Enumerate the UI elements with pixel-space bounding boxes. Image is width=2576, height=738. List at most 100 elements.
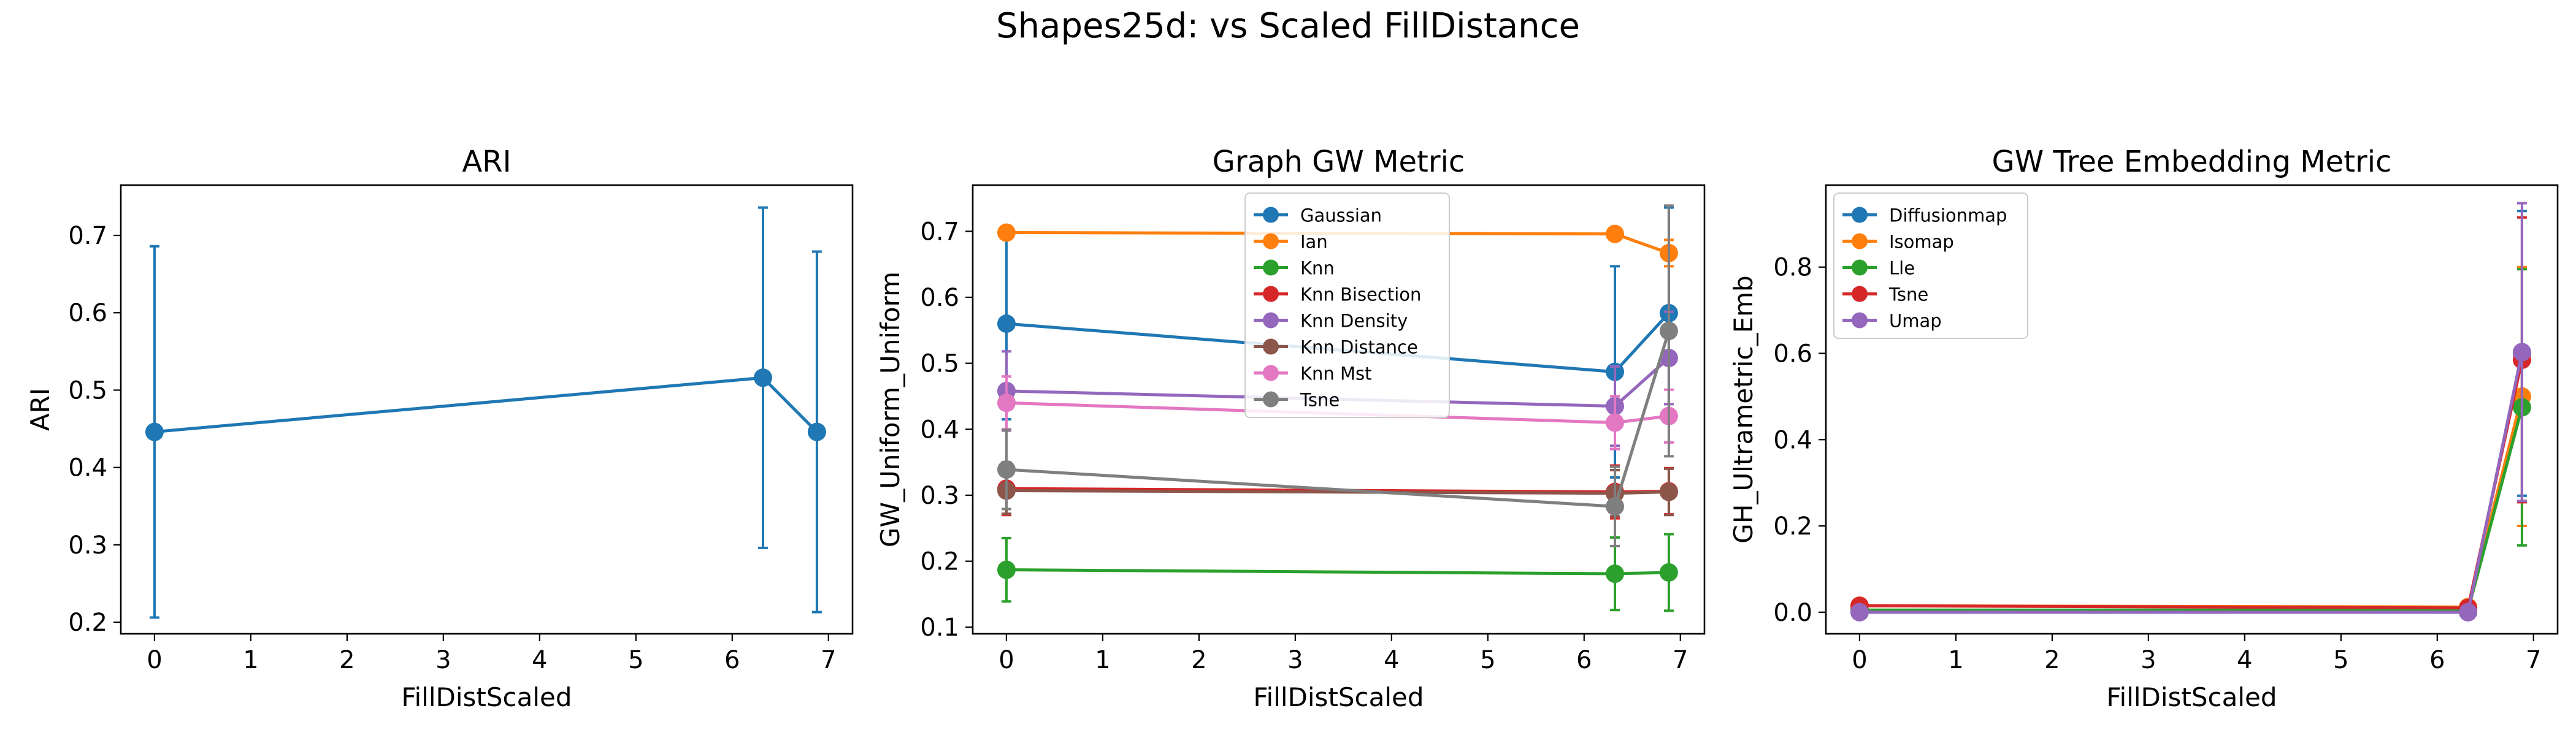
chart-title: ARI xyxy=(462,145,511,179)
x-tick-label: 0 xyxy=(147,646,162,674)
plot-frame xyxy=(972,184,1706,635)
legend-item: Knn xyxy=(1254,258,1335,279)
data-point xyxy=(997,394,1016,413)
x-tick-label: 6 xyxy=(2429,646,2445,674)
y-tick-label: 0.7 xyxy=(68,222,107,250)
series-line xyxy=(1859,351,2524,614)
x-tick-label: 4 xyxy=(532,646,547,674)
data-point xyxy=(2459,603,2478,622)
y-tick-label: 0.7 xyxy=(920,218,959,246)
data-point xyxy=(997,460,1016,479)
data-point xyxy=(997,560,1016,579)
series-knn-mst xyxy=(997,375,1678,451)
data-point xyxy=(997,223,1016,242)
y-tick-label: 0.6 xyxy=(920,284,959,312)
legend-label: Tsne xyxy=(1888,284,1928,305)
x-tick-label: 3 xyxy=(1287,646,1303,674)
y-tick-label: 0.1 xyxy=(920,614,959,642)
legend-label: Knn Bisection xyxy=(1300,284,1421,305)
legend-label: Tsne xyxy=(1300,390,1340,411)
x-tick-label: 0 xyxy=(999,646,1014,674)
data-point xyxy=(1606,413,1625,432)
legend-item: Ian xyxy=(1254,232,1328,253)
chart-title: Graph GW Metric xyxy=(1213,145,1465,179)
x-tick-label: 5 xyxy=(2333,646,2348,674)
y-tick-label: 0.5 xyxy=(920,350,959,378)
legend-swatch-marker xyxy=(1263,365,1279,381)
x-axis-label: FillDistScaled xyxy=(2106,682,2277,712)
x-axis-label: FillDistScaled xyxy=(401,682,572,712)
legend-label: Knn xyxy=(1300,258,1335,279)
legend-swatch-marker xyxy=(1263,286,1279,302)
legend-item: Diffusionmap xyxy=(1842,205,2007,226)
x-tick-label: 1 xyxy=(1095,646,1110,674)
y-tick-label: 0.6 xyxy=(1773,340,1812,368)
y-tick-label: 0.3 xyxy=(920,482,959,510)
x-tick-label: 4 xyxy=(1384,646,1399,674)
legend-swatch-marker xyxy=(1852,233,1868,249)
chart-panel-3: GW Tree Embedding Metric 0 1 2 3 4 5 6 7 0.0 0.2 0.… xyxy=(1728,145,2559,712)
data-point xyxy=(1606,565,1625,584)
legend-item: Knn Mst xyxy=(1254,363,1372,384)
y-tick-label: 0.8 xyxy=(1773,254,1812,282)
legend-swatch-marker xyxy=(1263,338,1279,355)
series-line xyxy=(1859,396,2524,609)
data-point xyxy=(1850,603,1869,622)
y-tick-label: 0.3 xyxy=(68,531,107,560)
data-point xyxy=(2512,343,2531,362)
data-point xyxy=(1659,321,1678,340)
legend-label: Gaussian xyxy=(1300,205,1382,226)
y-tick-label: 0.5 xyxy=(68,376,107,405)
data-point xyxy=(807,422,826,441)
x-tick-label: 4 xyxy=(2237,646,2252,674)
legend: Gaussian Ian Knn Knn Bisection Knn Density Kn… xyxy=(1244,192,1450,418)
plot-frame xyxy=(120,184,854,635)
x-tick-label: 7 xyxy=(821,646,836,674)
legend: Diffusionmap Isomap Lle Tsne Umap xyxy=(1833,192,2028,339)
y-tick-label: 0.2 xyxy=(920,548,959,576)
legend-swatch-marker xyxy=(1263,259,1279,276)
x-tick-label: 3 xyxy=(435,646,451,674)
data-point xyxy=(1659,563,1678,582)
legend-frame xyxy=(1833,192,2028,339)
chart-panel-1: ARI 0 1 2 3 4 5 6 7 0.2 0.3 0.4 0.5 0.6 0.7 FillDistSca… xyxy=(25,145,854,712)
x-tick-label: 2 xyxy=(1191,646,1206,674)
y-tick-label: 0.2 xyxy=(1773,512,1812,541)
data-point xyxy=(1606,224,1625,243)
legend-item: Tsne xyxy=(1842,284,1928,305)
y-tick-label: 0.4 xyxy=(68,454,107,482)
x-tick-label: 5 xyxy=(628,646,643,674)
x-tick-label: 5 xyxy=(1480,646,1495,674)
x-tick-label: 7 xyxy=(2526,646,2541,674)
y-axis-label: GH_Ultrametric_Emb xyxy=(1728,275,1758,543)
legend-frame xyxy=(1244,192,1450,418)
y-tick-label: 0.2 xyxy=(68,609,107,637)
series-umap xyxy=(1850,202,2531,622)
chart-title: GW Tree Embedding Metric xyxy=(1992,145,2392,179)
legend-label: Umap xyxy=(1889,311,1942,332)
legend-swatch-marker xyxy=(1852,259,1868,276)
x-tick-label: 2 xyxy=(339,646,355,674)
x-tick-label: 6 xyxy=(724,646,740,674)
series-tsne xyxy=(997,204,1678,547)
y-tick-label: 0.6 xyxy=(68,299,107,327)
y-axis-label: GW_Uniform_Uniform xyxy=(875,272,905,547)
x-tick-label: 1 xyxy=(243,646,258,674)
legend-swatch-marker xyxy=(1852,207,1868,223)
legend-item: Tsne xyxy=(1254,390,1340,411)
data-point xyxy=(1606,497,1625,516)
data-point xyxy=(997,314,1016,333)
series-1 xyxy=(145,206,826,619)
chart-panel-2: Graph GW Metric 0 1 2 3 4 5 6 7 0.1 0.2 0.3 0.4 0.5 0.… xyxy=(875,145,1706,712)
legend-swatch-marker xyxy=(1263,207,1279,223)
series-line xyxy=(154,376,818,434)
legend-label: Knn Distance xyxy=(1300,337,1418,358)
legend-swatch-marker xyxy=(1852,312,1868,329)
series-line xyxy=(1006,568,1669,576)
y-tick-label: 0.4 xyxy=(1773,426,1812,454)
x-tick-label: 3 xyxy=(2141,646,2156,674)
legend-swatch-marker xyxy=(1852,286,1868,302)
legend-label: Knn Density xyxy=(1300,311,1408,332)
